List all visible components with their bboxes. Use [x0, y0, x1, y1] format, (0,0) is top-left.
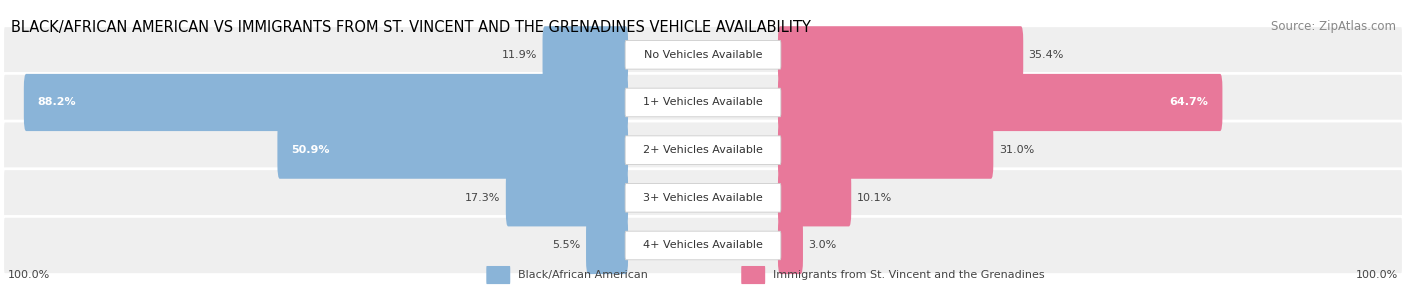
Text: BLACK/AFRICAN AMERICAN VS IMMIGRANTS FROM ST. VINCENT AND THE GRENADINES VEHICLE: BLACK/AFRICAN AMERICAN VS IMMIGRANTS FRO… — [11, 20, 811, 35]
FancyBboxPatch shape — [741, 266, 765, 284]
Text: Immigrants from St. Vincent and the Grenadines: Immigrants from St. Vincent and the Gren… — [772, 270, 1045, 280]
FancyBboxPatch shape — [506, 169, 628, 227]
Text: No Vehicles Available: No Vehicles Available — [644, 50, 762, 60]
FancyBboxPatch shape — [3, 217, 1403, 275]
FancyBboxPatch shape — [778, 169, 851, 227]
FancyBboxPatch shape — [626, 231, 780, 260]
Text: 17.3%: 17.3% — [465, 193, 501, 203]
Text: 4+ Vehicles Available: 4+ Vehicles Available — [643, 241, 763, 251]
FancyBboxPatch shape — [778, 122, 993, 179]
FancyBboxPatch shape — [778, 26, 1024, 84]
FancyBboxPatch shape — [3, 121, 1403, 179]
Text: 31.0%: 31.0% — [998, 145, 1033, 155]
FancyBboxPatch shape — [3, 74, 1403, 132]
Text: 88.2%: 88.2% — [38, 98, 76, 108]
FancyBboxPatch shape — [626, 184, 780, 212]
FancyBboxPatch shape — [24, 74, 628, 131]
FancyBboxPatch shape — [626, 136, 780, 164]
Text: 11.9%: 11.9% — [502, 50, 537, 60]
FancyBboxPatch shape — [626, 41, 780, 69]
FancyBboxPatch shape — [3, 26, 1403, 84]
Text: 1+ Vehicles Available: 1+ Vehicles Available — [643, 98, 763, 108]
FancyBboxPatch shape — [778, 217, 803, 274]
Text: 5.5%: 5.5% — [553, 241, 581, 251]
Text: 2+ Vehicles Available: 2+ Vehicles Available — [643, 145, 763, 155]
Text: 10.1%: 10.1% — [856, 193, 891, 203]
Text: 3.0%: 3.0% — [808, 241, 837, 251]
FancyBboxPatch shape — [626, 88, 780, 117]
FancyBboxPatch shape — [586, 217, 628, 274]
Text: Black/African American: Black/African American — [517, 270, 648, 280]
Text: 100.0%: 100.0% — [7, 270, 51, 280]
FancyBboxPatch shape — [3, 169, 1403, 227]
Text: 100.0%: 100.0% — [1355, 270, 1399, 280]
Text: 50.9%: 50.9% — [291, 145, 330, 155]
Text: 35.4%: 35.4% — [1029, 50, 1064, 60]
FancyBboxPatch shape — [486, 266, 510, 284]
Text: Source: ZipAtlas.com: Source: ZipAtlas.com — [1271, 20, 1396, 33]
Text: 64.7%: 64.7% — [1170, 98, 1209, 108]
FancyBboxPatch shape — [778, 74, 1222, 131]
FancyBboxPatch shape — [543, 26, 628, 84]
FancyBboxPatch shape — [277, 122, 628, 179]
Text: 3+ Vehicles Available: 3+ Vehicles Available — [643, 193, 763, 203]
